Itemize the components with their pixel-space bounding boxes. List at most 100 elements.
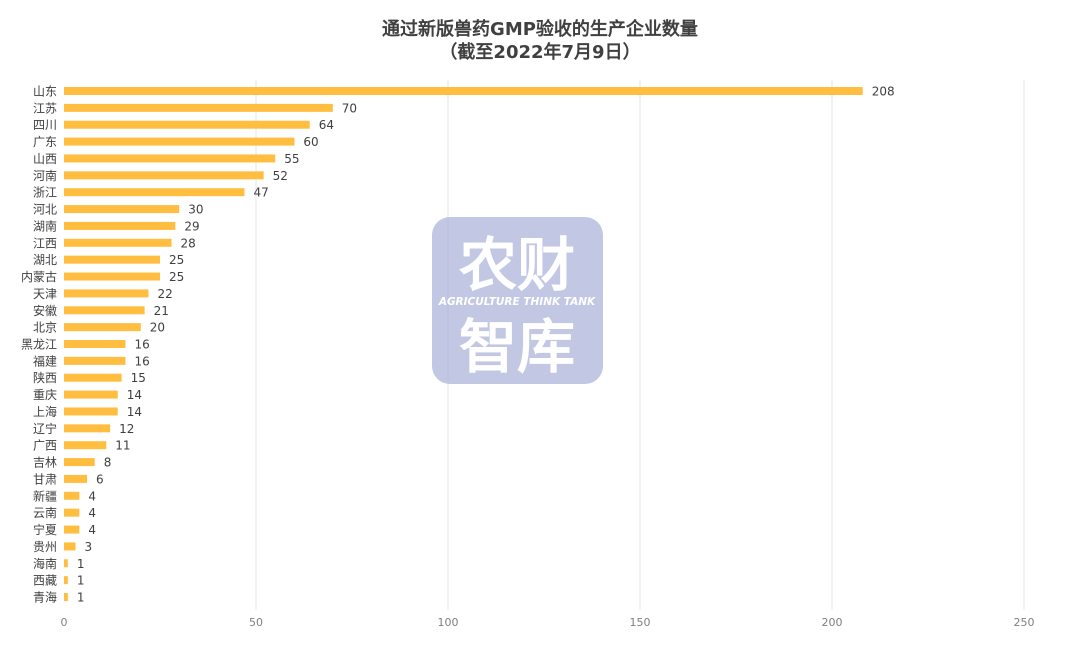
y-tick-label-13: 安徽 [33, 303, 57, 318]
bar-30 [64, 593, 68, 601]
data-label-28: 1 [77, 557, 85, 571]
x-axis-tick-labels: 0 50 100 150 200 250 [61, 616, 1035, 629]
x-tick-label-4: 200 [822, 616, 843, 629]
bar-26 [64, 525, 80, 534]
bar-24 [64, 491, 80, 500]
bar-17 [64, 373, 122, 382]
x-tick-label-5: 250 [1014, 616, 1035, 629]
data-label-0: 208 [872, 85, 895, 99]
bar-8 [64, 221, 176, 230]
y-tick-label-27: 贵州 [33, 540, 57, 554]
data-label-1: 70 [342, 101, 357, 115]
bar-7 [64, 205, 180, 214]
y-tick-label-7: 河北 [33, 203, 57, 217]
bar-25 [64, 508, 80, 517]
y-tick-label-0: 山东 [33, 85, 57, 99]
data-label-3: 60 [303, 135, 318, 149]
data-label-24: 4 [88, 489, 96, 503]
y-tick-label-8: 湖南 [33, 218, 57, 233]
y-tick-label-29: 西藏 [33, 574, 57, 588]
data-label-4: 55 [284, 152, 299, 166]
y-tick-label-12: 天津 [33, 287, 57, 301]
y-tick-label-9: 江西 [33, 236, 57, 250]
y-tick-label-16: 福建 [33, 353, 57, 368]
data-label-5: 52 [273, 169, 288, 183]
data-label-21: 11 [115, 439, 130, 453]
y-tick-label-2: 四川 [33, 118, 57, 132]
data-label-6: 47 [253, 186, 268, 200]
bar-16 [64, 356, 126, 365]
y-tick-label-21: 广西 [33, 439, 57, 453]
bar-20 [64, 424, 111, 433]
bar-18 [64, 390, 118, 399]
bar-9 [64, 238, 172, 247]
y-tick-label-26: 宁夏 [33, 522, 57, 537]
bar-0 [64, 87, 863, 95]
data-label-2: 64 [319, 118, 334, 132]
y-tick-label-15: 黑龙江 [21, 338, 57, 352]
data-label-29: 1 [77, 574, 85, 588]
bar-19 [64, 407, 118, 416]
watermark-text-top: 农财 [459, 231, 575, 299]
y-tick-label-23: 甘肃 [33, 472, 57, 486]
bar-1 [64, 103, 333, 112]
data-label-12: 22 [157, 287, 172, 301]
data-label-10: 25 [169, 253, 184, 267]
y-tick-label-30: 青海 [33, 590, 57, 605]
y-tick-label-28: 海南 [33, 556, 57, 571]
data-label-30: 1 [77, 591, 85, 605]
bars [64, 87, 863, 601]
y-tick-label-5: 河南 [33, 168, 57, 183]
bar-2 [64, 120, 310, 129]
y-tick-label-1: 江苏 [33, 101, 57, 115]
y-tick-label-17: 陕西 [33, 370, 57, 385]
data-labels: 2087064605552473029282525222120161615141… [77, 85, 895, 605]
data-label-17: 15 [131, 371, 146, 385]
bar-6 [64, 188, 245, 197]
bar-11 [64, 272, 160, 281]
bar-3 [64, 137, 295, 146]
x-tick-label-0: 0 [61, 616, 68, 629]
watermark-background [432, 217, 603, 384]
watermark-logo: 农财 AGRICULTURE THINK TANK 智库 [432, 217, 603, 384]
bar-29 [64, 576, 68, 585]
y-axis-tick-labels: 山东江苏四川广东山西河南浙江河北湖南江西湖北内蒙古天津安徽北京黑龙江福建陕西重庆… [21, 85, 57, 605]
data-label-23: 6 [96, 472, 104, 486]
x-tick-label-3: 150 [630, 616, 651, 629]
data-label-11: 25 [169, 270, 184, 284]
bar-27 [64, 542, 76, 551]
data-label-7: 30 [188, 203, 203, 217]
x-tick-label-2: 100 [438, 616, 459, 629]
chart-title: 通过新版兽药GMP验收的生产企业数量 （截至2022年7月9日） [382, 18, 698, 63]
y-tick-label-24: 新疆 [33, 488, 57, 503]
chart-title-line-2: （截至2022年7月9日） [439, 41, 640, 63]
y-tick-label-22: 吉林 [33, 456, 57, 470]
data-label-25: 4 [88, 506, 96, 520]
data-label-22: 8 [104, 456, 112, 470]
x-tick-label-1: 50 [249, 616, 263, 629]
y-tick-label-10: 湖北 [33, 252, 57, 267]
gridlines [255, 80, 1025, 610]
bar-21 [64, 441, 107, 450]
y-tick-label-19: 上海 [33, 404, 57, 419]
bar-15 [64, 340, 126, 348]
y-tick-label-20: 辽宁 [33, 421, 57, 436]
y-tick-label-4: 山西 [33, 152, 57, 166]
y-tick-label-18: 重庆 [33, 388, 57, 402]
chart-title-line-1: 通过新版兽药GMP验收的生产企业数量 [382, 18, 698, 40]
bar-10 [64, 255, 160, 264]
bar-5 [64, 171, 264, 180]
data-label-8: 29 [184, 219, 199, 233]
watermark-text-middle: AGRICULTURE THINK TANK [438, 296, 596, 308]
y-tick-label-6: 浙江 [33, 186, 57, 200]
bar-13 [64, 306, 145, 315]
data-label-26: 4 [88, 523, 96, 537]
bar-28 [64, 559, 68, 568]
watermark-text-bottom: 智库 [459, 313, 575, 381]
bar-12 [64, 289, 149, 298]
data-label-18: 14 [127, 388, 142, 402]
data-label-9: 28 [181, 236, 196, 250]
data-label-13: 21 [154, 304, 169, 318]
y-tick-label-3: 广东 [33, 135, 57, 149]
